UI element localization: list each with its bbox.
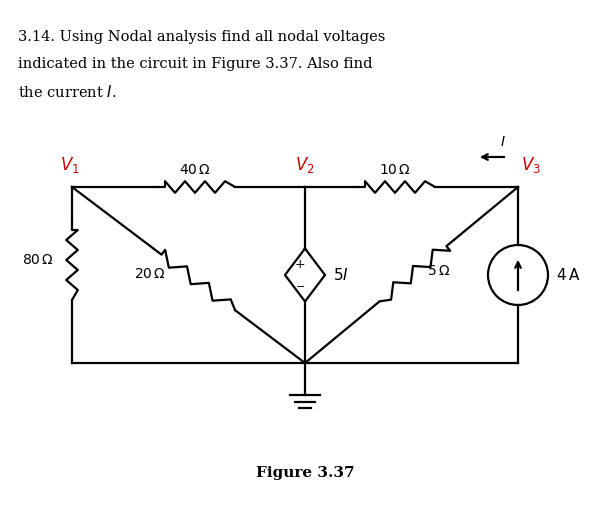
- Text: indicated in the circuit in Figure 3.37. Also find: indicated in the circuit in Figure 3.37.…: [18, 57, 373, 71]
- Text: the current $I$.: the current $I$.: [18, 84, 116, 100]
- Text: $-$: $-$: [295, 280, 305, 290]
- Text: $5\,\Omega$: $5\,\Omega$: [427, 264, 450, 278]
- Text: Figure 3.37: Figure 3.37: [255, 466, 354, 480]
- Text: 3.14. Using Nodal analysis find all nodal voltages: 3.14. Using Nodal analysis find all noda…: [18, 30, 386, 44]
- Text: $80\,\Omega$: $80\,\Omega$: [22, 253, 54, 267]
- Text: $20\,\Omega$: $20\,\Omega$: [134, 267, 166, 281]
- Text: $4\,\mathrm{A}$: $4\,\mathrm{A}$: [556, 267, 580, 283]
- Text: $5I$: $5I$: [333, 267, 349, 283]
- Text: +: +: [295, 258, 306, 271]
- Text: $I$: $I$: [500, 135, 506, 149]
- Text: $V_1$: $V_1$: [60, 155, 80, 175]
- Text: $V_2$: $V_2$: [295, 155, 315, 175]
- Text: $V_3$: $V_3$: [521, 155, 541, 175]
- Text: $10\,\Omega$: $10\,\Omega$: [379, 163, 411, 177]
- Text: $40\,\Omega$: $40\,\Omega$: [179, 163, 211, 177]
